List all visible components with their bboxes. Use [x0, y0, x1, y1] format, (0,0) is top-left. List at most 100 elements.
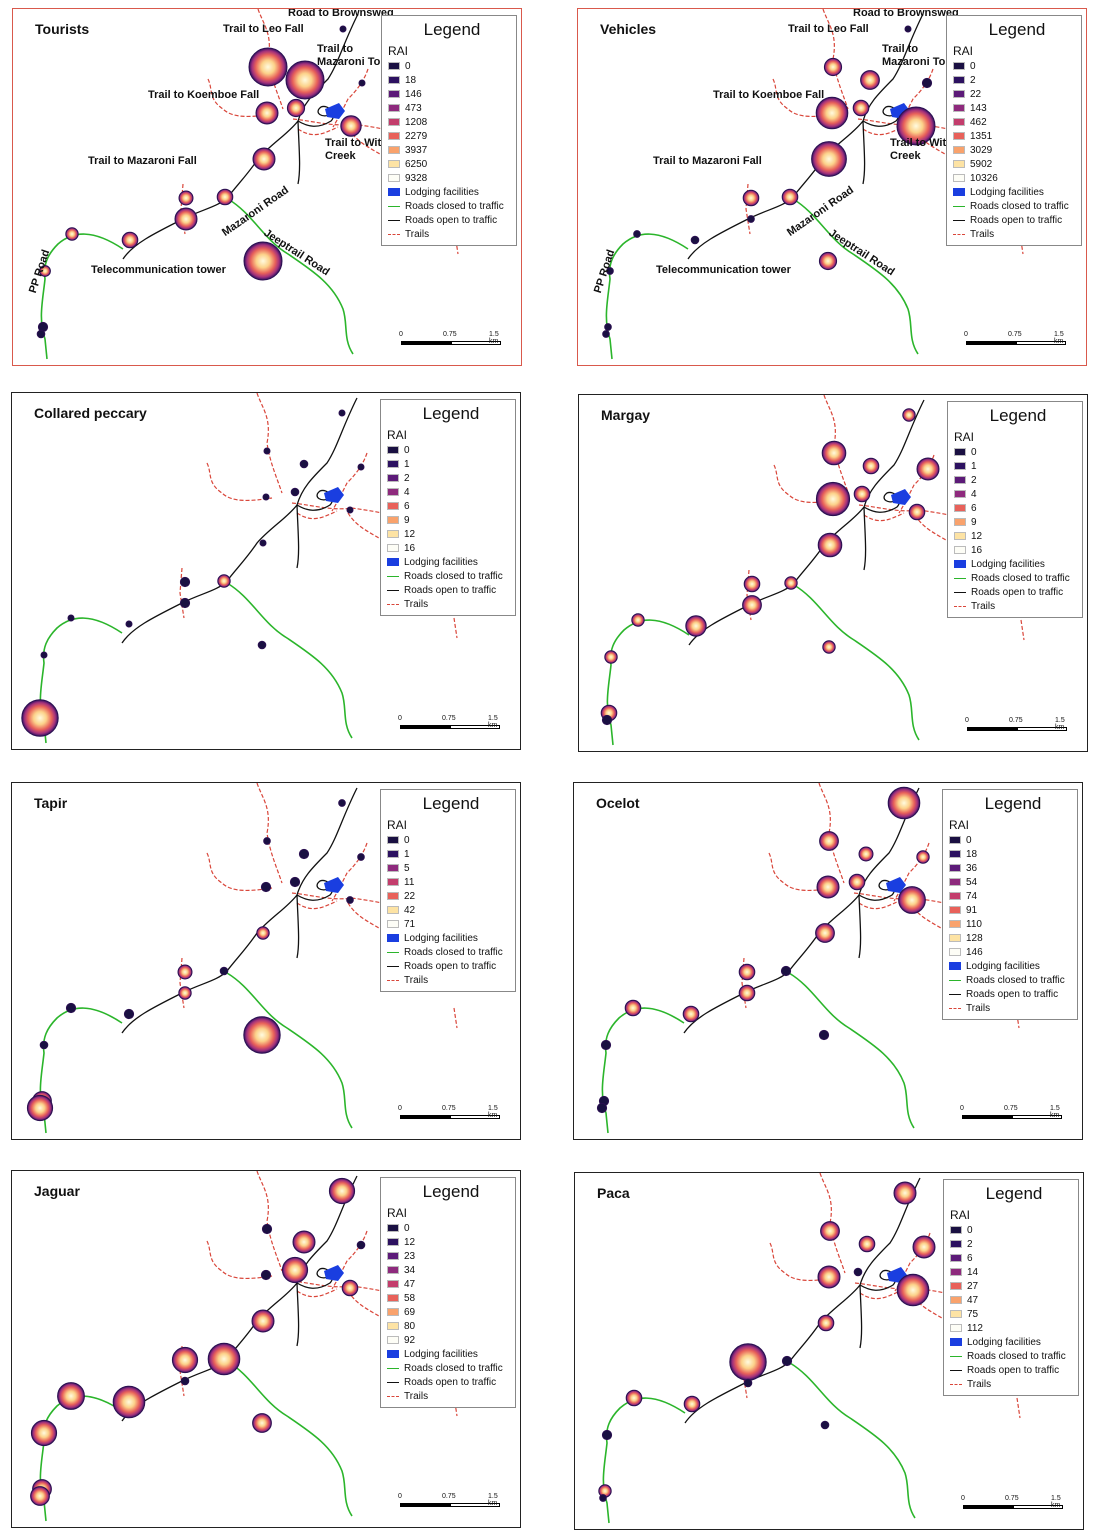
- trail-line: [256, 393, 283, 494]
- legend-class-row: 14: [950, 1265, 1078, 1279]
- legend-swatch: [387, 850, 399, 858]
- legend-swatch: [954, 448, 966, 456]
- legend-title: Legend: [422, 404, 480, 423]
- camera-site-marker: [298, 848, 310, 860]
- map-panel: Ocelot Legend RAI 0 18 36 54 74 91 110 128 146 Lodgi…: [573, 782, 1083, 1140]
- legend-title: Legend: [422, 794, 480, 813]
- legend-class-value: 11: [404, 876, 415, 888]
- legend-swatch: [387, 906, 399, 914]
- legend-class-row: 6: [954, 501, 1082, 515]
- legend-closed-road-symbol: [954, 577, 966, 579]
- legend-trail: Trails: [950, 1377, 1078, 1391]
- open-road: [859, 1284, 863, 1349]
- legend-swatch: [954, 490, 966, 498]
- camera-site-marker: [862, 457, 880, 475]
- camera-site-marker: [26, 1094, 54, 1122]
- legend-open-road: Roads open to traffic: [949, 987, 1077, 1001]
- legend-box: Legend RAI 0 1 5 11 22 42 71 Lodging facilities Ro…: [380, 789, 516, 992]
- camera-site-marker: [346, 506, 354, 514]
- place-label-witi: Trail to Witi Creek: [890, 137, 950, 162]
- legend-class-row: 0: [387, 443, 515, 457]
- lodging-facility: [324, 877, 344, 893]
- camera-site-marker: [747, 215, 755, 223]
- camera-site-marker: [631, 613, 645, 627]
- legend-class-value: 2: [971, 474, 977, 486]
- camera-site-marker: [30, 1419, 58, 1447]
- lodging-facility: [324, 1265, 344, 1281]
- camera-site-marker: [601, 714, 613, 726]
- legend-swatch: [387, 1322, 399, 1330]
- camera-site-marker: [898, 886, 926, 914]
- legend-class-row: 75: [950, 1307, 1078, 1321]
- camera-site-marker: [818, 1029, 830, 1041]
- legend-trail-symbol: [953, 233, 965, 235]
- legend-swatch: [954, 546, 966, 554]
- legend-open-road-symbol: [387, 589, 399, 591]
- closed-road: [227, 198, 354, 355]
- legend-class-row: 3937: [388, 143, 516, 157]
- legend-class-value: 22: [970, 88, 982, 100]
- legend-swatch: [954, 518, 966, 526]
- legend-trail-symbol: [387, 1395, 399, 1397]
- legend-class-value: 75: [967, 1308, 979, 1320]
- legend-open-road: Roads open to traffic: [950, 1363, 1078, 1377]
- legend-class-row: 6: [950, 1251, 1078, 1265]
- scale-segment-black: [400, 1115, 450, 1119]
- legend-trail-symbol: [387, 979, 399, 981]
- open-road: [121, 397, 358, 644]
- legend-class-value: 2: [967, 1238, 973, 1250]
- legend-class-row: 0: [387, 1221, 515, 1235]
- camera-site-marker: [848, 873, 866, 891]
- camera-site-marker: [219, 966, 229, 976]
- legend-class-value: 0: [966, 834, 972, 846]
- trail-line: [863, 512, 905, 522]
- camera-site-marker: [257, 640, 267, 650]
- legend-swatch: [388, 146, 400, 154]
- legend-trail: Trails: [954, 599, 1082, 613]
- camera-site-marker: [174, 207, 198, 231]
- legend-swatch: [954, 476, 966, 484]
- legend-class-value: 10326: [970, 172, 998, 184]
- map-panel: Jaguar Legend RAI 0 12 23 34 47 58 69 80 92 Lodging …: [11, 1170, 521, 1528]
- legend-lodging-label: Lodging facilities: [404, 1348, 478, 1360]
- camera-site-marker: [858, 1235, 876, 1253]
- legend-swatch: [387, 446, 399, 454]
- legend-trail: Trails: [953, 227, 1081, 241]
- legend-class-value: 1351: [970, 130, 993, 142]
- legend-class-row: 1: [387, 847, 515, 861]
- legend-class-value: 146: [405, 88, 422, 100]
- legend-closed-road-label: Roads closed to traffic: [966, 974, 1065, 986]
- scale-bar: 0 0.75 1.5 km: [399, 331, 501, 351]
- legend-swatch: [387, 474, 399, 482]
- legend-swatch: [954, 462, 966, 470]
- place-label-mazaroni-fall: Trail to Mazaroni Fall: [653, 155, 762, 167]
- camera-site-marker: [916, 850, 930, 864]
- scale-segment-black: [962, 1115, 1012, 1119]
- scale-tick-label: 0.75: [442, 1105, 456, 1112]
- legend-class-value: 74: [966, 890, 978, 902]
- legend-lodging-symbol: [388, 188, 400, 196]
- legend-class-value: 34: [404, 1264, 416, 1276]
- legend-trail-symbol: [387, 603, 399, 605]
- legend-class-value: 5902: [970, 158, 993, 170]
- legend-class-value: 71: [404, 918, 416, 930]
- trail-line: [858, 900, 900, 910]
- camera-site-marker: [57, 1382, 85, 1410]
- legend-swatch: [387, 1308, 399, 1316]
- legend-closed-road: Roads closed to traffic: [387, 945, 515, 959]
- camera-site-marker: [624, 999, 642, 1017]
- legend-class-row: 12: [387, 527, 515, 541]
- panel-title: Paca: [597, 1185, 630, 1201]
- camera-site-marker: [729, 1343, 767, 1381]
- legend-class-value: 462: [970, 116, 987, 128]
- place-label-witi: Trail to Witi Creek: [325, 137, 385, 162]
- scale-segment-white: [450, 1115, 500, 1119]
- camera-site-marker: [171, 1346, 199, 1374]
- camera-site-marker: [263, 447, 271, 455]
- legend-swatch: [950, 1268, 962, 1276]
- legend-lodging: Lodging facilities: [953, 185, 1081, 199]
- camera-site-marker: [121, 231, 139, 249]
- legend-closed-road-symbol: [950, 1355, 962, 1357]
- legend-trail-label: Trails: [404, 1390, 429, 1402]
- camera-site-marker: [893, 1181, 917, 1205]
